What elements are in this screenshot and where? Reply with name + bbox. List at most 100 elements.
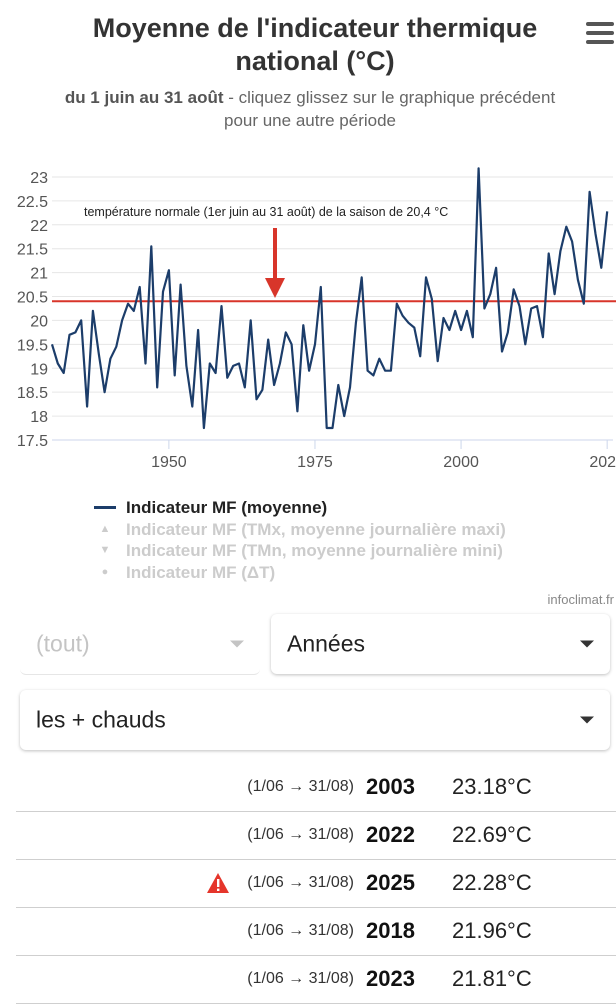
data-point — [173, 373, 177, 377]
y-tick-label: 21 — [30, 266, 48, 283]
row-temperature: 21.96°C — [452, 918, 532, 943]
data-point — [138, 285, 142, 289]
data-point — [447, 328, 451, 332]
data-point — [582, 302, 586, 306]
data-point — [325, 426, 329, 430]
subtitle-period: du 1 juin au 31 août — [64, 88, 224, 107]
legend-line-icon — [94, 506, 116, 510]
row-year: 2023 — [366, 966, 415, 991]
data-point — [342, 414, 346, 418]
data-point — [50, 342, 54, 346]
ranking-row[interactable]: (1/06 → 31/08) 2003 23.18°C — [16, 764, 616, 812]
data-point — [225, 376, 229, 380]
data-point — [395, 302, 399, 306]
data-point — [424, 275, 428, 279]
data-point — [377, 357, 381, 361]
hamburger-menu-icon[interactable] — [586, 22, 614, 48]
data-point — [488, 292, 492, 296]
sort-select[interactable]: les + chauds — [20, 690, 610, 750]
data-point — [103, 390, 107, 394]
data-point — [360, 275, 364, 279]
data-point — [231, 364, 235, 368]
data-point — [196, 328, 200, 332]
data-point — [295, 409, 299, 413]
y-tick-label: 22.5 — [17, 194, 48, 211]
scope-select[interactable]: (tout) — [20, 614, 260, 675]
row-date-range: (1/06 → 31/08) — [247, 826, 354, 843]
data-point — [535, 304, 539, 308]
data-point — [126, 302, 130, 306]
data-point — [214, 371, 218, 375]
ranking-row[interactable]: (1/06 → 31/08) 2018 21.96°C — [16, 908, 616, 956]
data-point — [56, 361, 60, 365]
y-tick-label: 22 — [30, 218, 48, 235]
data-point — [593, 232, 597, 236]
data-point — [465, 309, 469, 313]
period-select[interactable]: Années — [271, 614, 610, 674]
legend-label: Indicateur MF (ΔT) — [126, 562, 276, 582]
data-point — [202, 426, 206, 430]
legend-label: Indicateur MF (TMx, moyenne journalière … — [126, 519, 506, 539]
y-tick-label: 20 — [30, 313, 48, 330]
temperature-line-chart[interactable]: 17.5 18 18.5 19 19.5 20 20.5 21 21.5 22 22.5 23 1950… — [0, 150, 616, 475]
data-point — [114, 345, 118, 349]
data-point — [331, 426, 335, 430]
data-point — [73, 330, 77, 334]
ranking-row[interactable]: (1/06 → 31/08) 2023 21.81°C — [16, 956, 616, 1004]
sort-select-value: les + chauds — [36, 706, 166, 733]
period-select-value: Années — [287, 630, 366, 657]
data-point — [336, 383, 340, 387]
data-point — [412, 326, 416, 330]
data-point — [389, 369, 393, 373]
data-point — [500, 350, 504, 354]
arrow-down-icon — [265, 278, 285, 298]
data-point — [430, 297, 434, 301]
chart-subtitle: du 1 juin au 31 août - cliquez glissez s… — [60, 86, 560, 132]
data-point — [132, 309, 136, 313]
data-point — [278, 361, 282, 365]
y-tick-label: 21.5 — [17, 242, 48, 259]
data-point — [459, 328, 463, 332]
row-date-range: (1/06 → 31/08) — [247, 778, 354, 795]
data-point — [576, 278, 580, 282]
data-point — [266, 338, 270, 342]
data-point — [91, 309, 95, 313]
data-point — [167, 268, 171, 272]
y-tick-label: 19.5 — [17, 337, 48, 354]
chevron-down-icon — [580, 640, 594, 648]
ranking-row[interactable]: (1/06 → 31/08) 2022 22.69°C — [16, 812, 616, 860]
data-point — [144, 361, 148, 365]
data-point — [179, 283, 183, 287]
data-point — [79, 318, 83, 322]
data-point — [161, 290, 165, 294]
ranking-row[interactable]: (1/06 → 31/08) 2025 22.28°C — [16, 860, 616, 908]
data-point — [97, 352, 101, 356]
data-point — [249, 318, 253, 322]
legend-item-tmx[interactable]: ▲ Indicateur MF (TMx, moyenne journalièr… — [94, 519, 506, 541]
legend-item-moyenne[interactable]: Indicateur MF (moyenne) — [94, 497, 506, 519]
row-temperature: 21.81°C — [452, 966, 532, 991]
row-date-range: (1/06 → 31/08) — [247, 922, 354, 939]
data-point — [518, 304, 522, 308]
row-year: 2025 — [366, 870, 415, 895]
credits-link[interactable]: infoclimat.fr — [547, 592, 614, 607]
data-point — [506, 330, 510, 334]
data-point — [155, 385, 159, 389]
data-point — [348, 385, 352, 389]
circle-icon: ● — [101, 565, 109, 578]
data-point — [418, 354, 422, 358]
scope-select-value: (tout) — [36, 630, 90, 657]
data-point — [512, 287, 516, 291]
data-point — [354, 321, 358, 325]
legend-item-tmn[interactable]: ▼ Indicateur MF (TMn, moyenne journalièr… — [94, 540, 506, 562]
row-year: 2022 — [366, 822, 415, 847]
data-point — [541, 335, 545, 339]
legend-label: Indicateur MF (TMn, moyenne journalière … — [126, 541, 503, 560]
data-point — [243, 385, 247, 389]
data-point — [184, 364, 188, 368]
legend-item-delta[interactable]: ● Indicateur MF (ΔT) — [94, 562, 506, 584]
subtitle-hint: - cliquez glissez sur le graphique précé… — [223, 88, 556, 130]
data-point — [570, 240, 574, 244]
row-year: 2018 — [366, 918, 415, 943]
data-point — [383, 369, 387, 373]
